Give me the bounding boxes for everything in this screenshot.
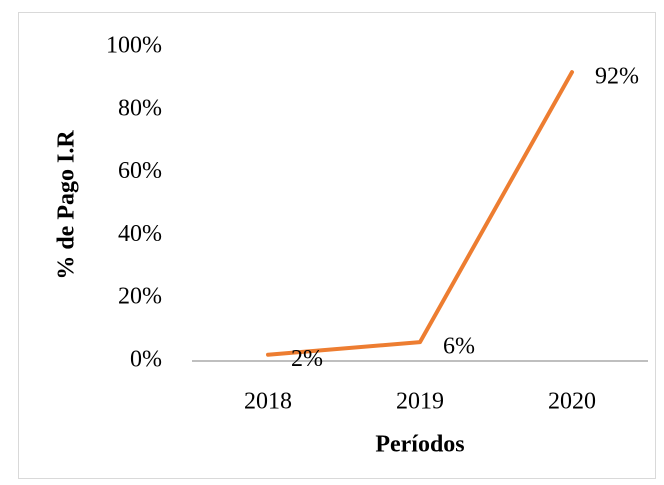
x-axis-title: Períodos bbox=[375, 432, 464, 458]
y-tick-label: 20% bbox=[118, 284, 162, 310]
data-label: 2% bbox=[291, 346, 323, 372]
y-axis-title: % de Pago I.R bbox=[54, 130, 80, 280]
x-tick-label: 2020 bbox=[548, 389, 596, 415]
data-line bbox=[266, 70, 574, 357]
y-tick-label: 80% bbox=[118, 95, 162, 121]
x-tick-label: 2019 bbox=[396, 389, 444, 415]
x-tick-label: 2018 bbox=[244, 389, 292, 415]
data-label: 92% bbox=[595, 64, 639, 90]
y-tick-label: 60% bbox=[118, 158, 162, 184]
data-label: 6% bbox=[443, 334, 475, 360]
chart-frame bbox=[18, 12, 656, 479]
y-tick-label: 0% bbox=[130, 347, 162, 373]
y-tick-label: 40% bbox=[118, 221, 162, 247]
y-tick-label: 100% bbox=[106, 33, 162, 59]
